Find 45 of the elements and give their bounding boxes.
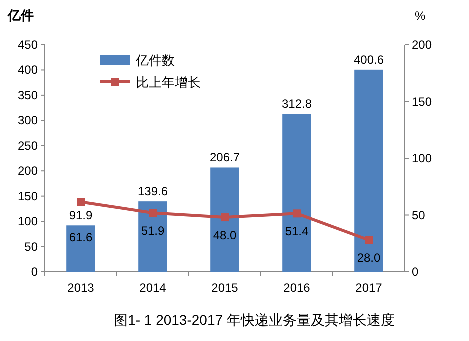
y2-tick-label: 100	[412, 152, 432, 166]
y2-tick-label: 0	[412, 265, 419, 279]
y-tick-label: 450	[18, 38, 38, 52]
data-label: 139.6	[138, 184, 168, 199]
data-label: 206.7	[210, 150, 240, 165]
x-tick-label: 2015	[212, 281, 239, 295]
caption: 图1- 1 2013-2017 年快递业务量及其增长速度	[114, 312, 395, 328]
data-label: 91.9	[69, 208, 93, 223]
data-label: 51.4	[285, 224, 309, 239]
y-tick-label: 400	[18, 63, 38, 78]
point	[77, 198, 85, 206]
y2-tick-label: 50	[412, 208, 426, 222]
point	[293, 210, 301, 218]
y-axis-title: 亿件	[7, 8, 34, 23]
data-label: 400.6	[354, 52, 384, 67]
x-tick-label: 2017	[356, 281, 383, 295]
bar	[354, 70, 384, 272]
y-tick-label: 200	[18, 164, 38, 178]
x-tick-label: 2016	[284, 281, 311, 295]
y-tick-label: 300	[18, 114, 38, 128]
point	[365, 236, 373, 244]
bar	[282, 114, 312, 272]
x-tick-label: 2013	[68, 281, 95, 295]
point	[221, 214, 229, 222]
bar	[210, 168, 240, 272]
y2-tick-label: 150	[412, 94, 432, 109]
y-tick-label: 0	[31, 265, 38, 279]
y2-tick-label: 200	[412, 38, 432, 52]
data-label: 312.8	[282, 97, 312, 112]
data-label: 48.0	[213, 228, 237, 243]
data-label: 51.9	[141, 224, 165, 238]
y-tick-label: 100	[18, 214, 38, 229]
data-label: 28.0	[357, 251, 381, 266]
y-tick-label: 350	[18, 88, 38, 102]
point	[149, 209, 157, 218]
legend-label: 比上年增长	[136, 75, 201, 90]
y-tick-label: 150	[18, 189, 38, 204]
x-tick-label: 2014	[140, 281, 167, 295]
y-tick-label: 250	[18, 138, 38, 153]
legend-label: 亿件数	[135, 53, 175, 68]
y2-axis-title: %	[415, 9, 426, 23]
y-tick-label: 50	[24, 240, 38, 254]
bar	[138, 202, 168, 272]
data-label: 61.6	[69, 230, 93, 245]
bar	[66, 226, 96, 272]
